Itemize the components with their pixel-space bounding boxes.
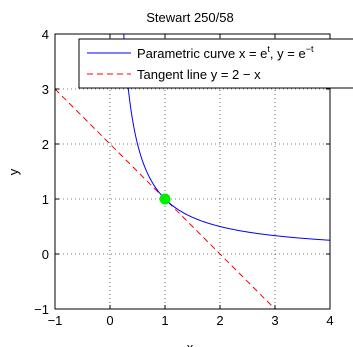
- y-tick-label: 2: [42, 137, 49, 152]
- x-tick-label: 4: [326, 313, 333, 328]
- legend-label-parametric: Parametric curve x = et, y = e−t: [137, 44, 314, 61]
- x-tick-label: 3: [271, 313, 278, 328]
- x-tick-label: 2: [216, 313, 223, 328]
- y-tick-label: 4: [42, 27, 49, 42]
- x-axis-label: x: [187, 340, 194, 347]
- axis-ticks: [54, 33, 331, 310]
- parametric-curve: [123, 34, 330, 241]
- y-tick-label: 0: [42, 247, 49, 262]
- x-tick-label: 0: [106, 313, 113, 328]
- chart-title: Stewart 250/58: [146, 10, 233, 25]
- y-tick-label: −1: [34, 302, 49, 317]
- legend: Parametric curve x = et, y = e−t Tangent…: [78, 38, 353, 89]
- x-tick-labels: −1 0 1 2 3 4: [48, 313, 334, 328]
- x-tick-label: 1: [161, 313, 168, 328]
- axes-box: [54, 33, 331, 310]
- legend-box: [78, 38, 353, 89]
- x-tick-label: −1: [48, 313, 63, 328]
- y-axis-label: y: [6, 168, 21, 175]
- y-tick-labels: −1 0 1 2 3 4: [34, 27, 49, 317]
- y-tick-label: 3: [42, 82, 49, 97]
- y-tick-label: 1: [42, 192, 49, 207]
- legend-label-tangent: Tangent line y = 2 − x: [137, 67, 261, 82]
- tangent-point-marker: [159, 193, 171, 205]
